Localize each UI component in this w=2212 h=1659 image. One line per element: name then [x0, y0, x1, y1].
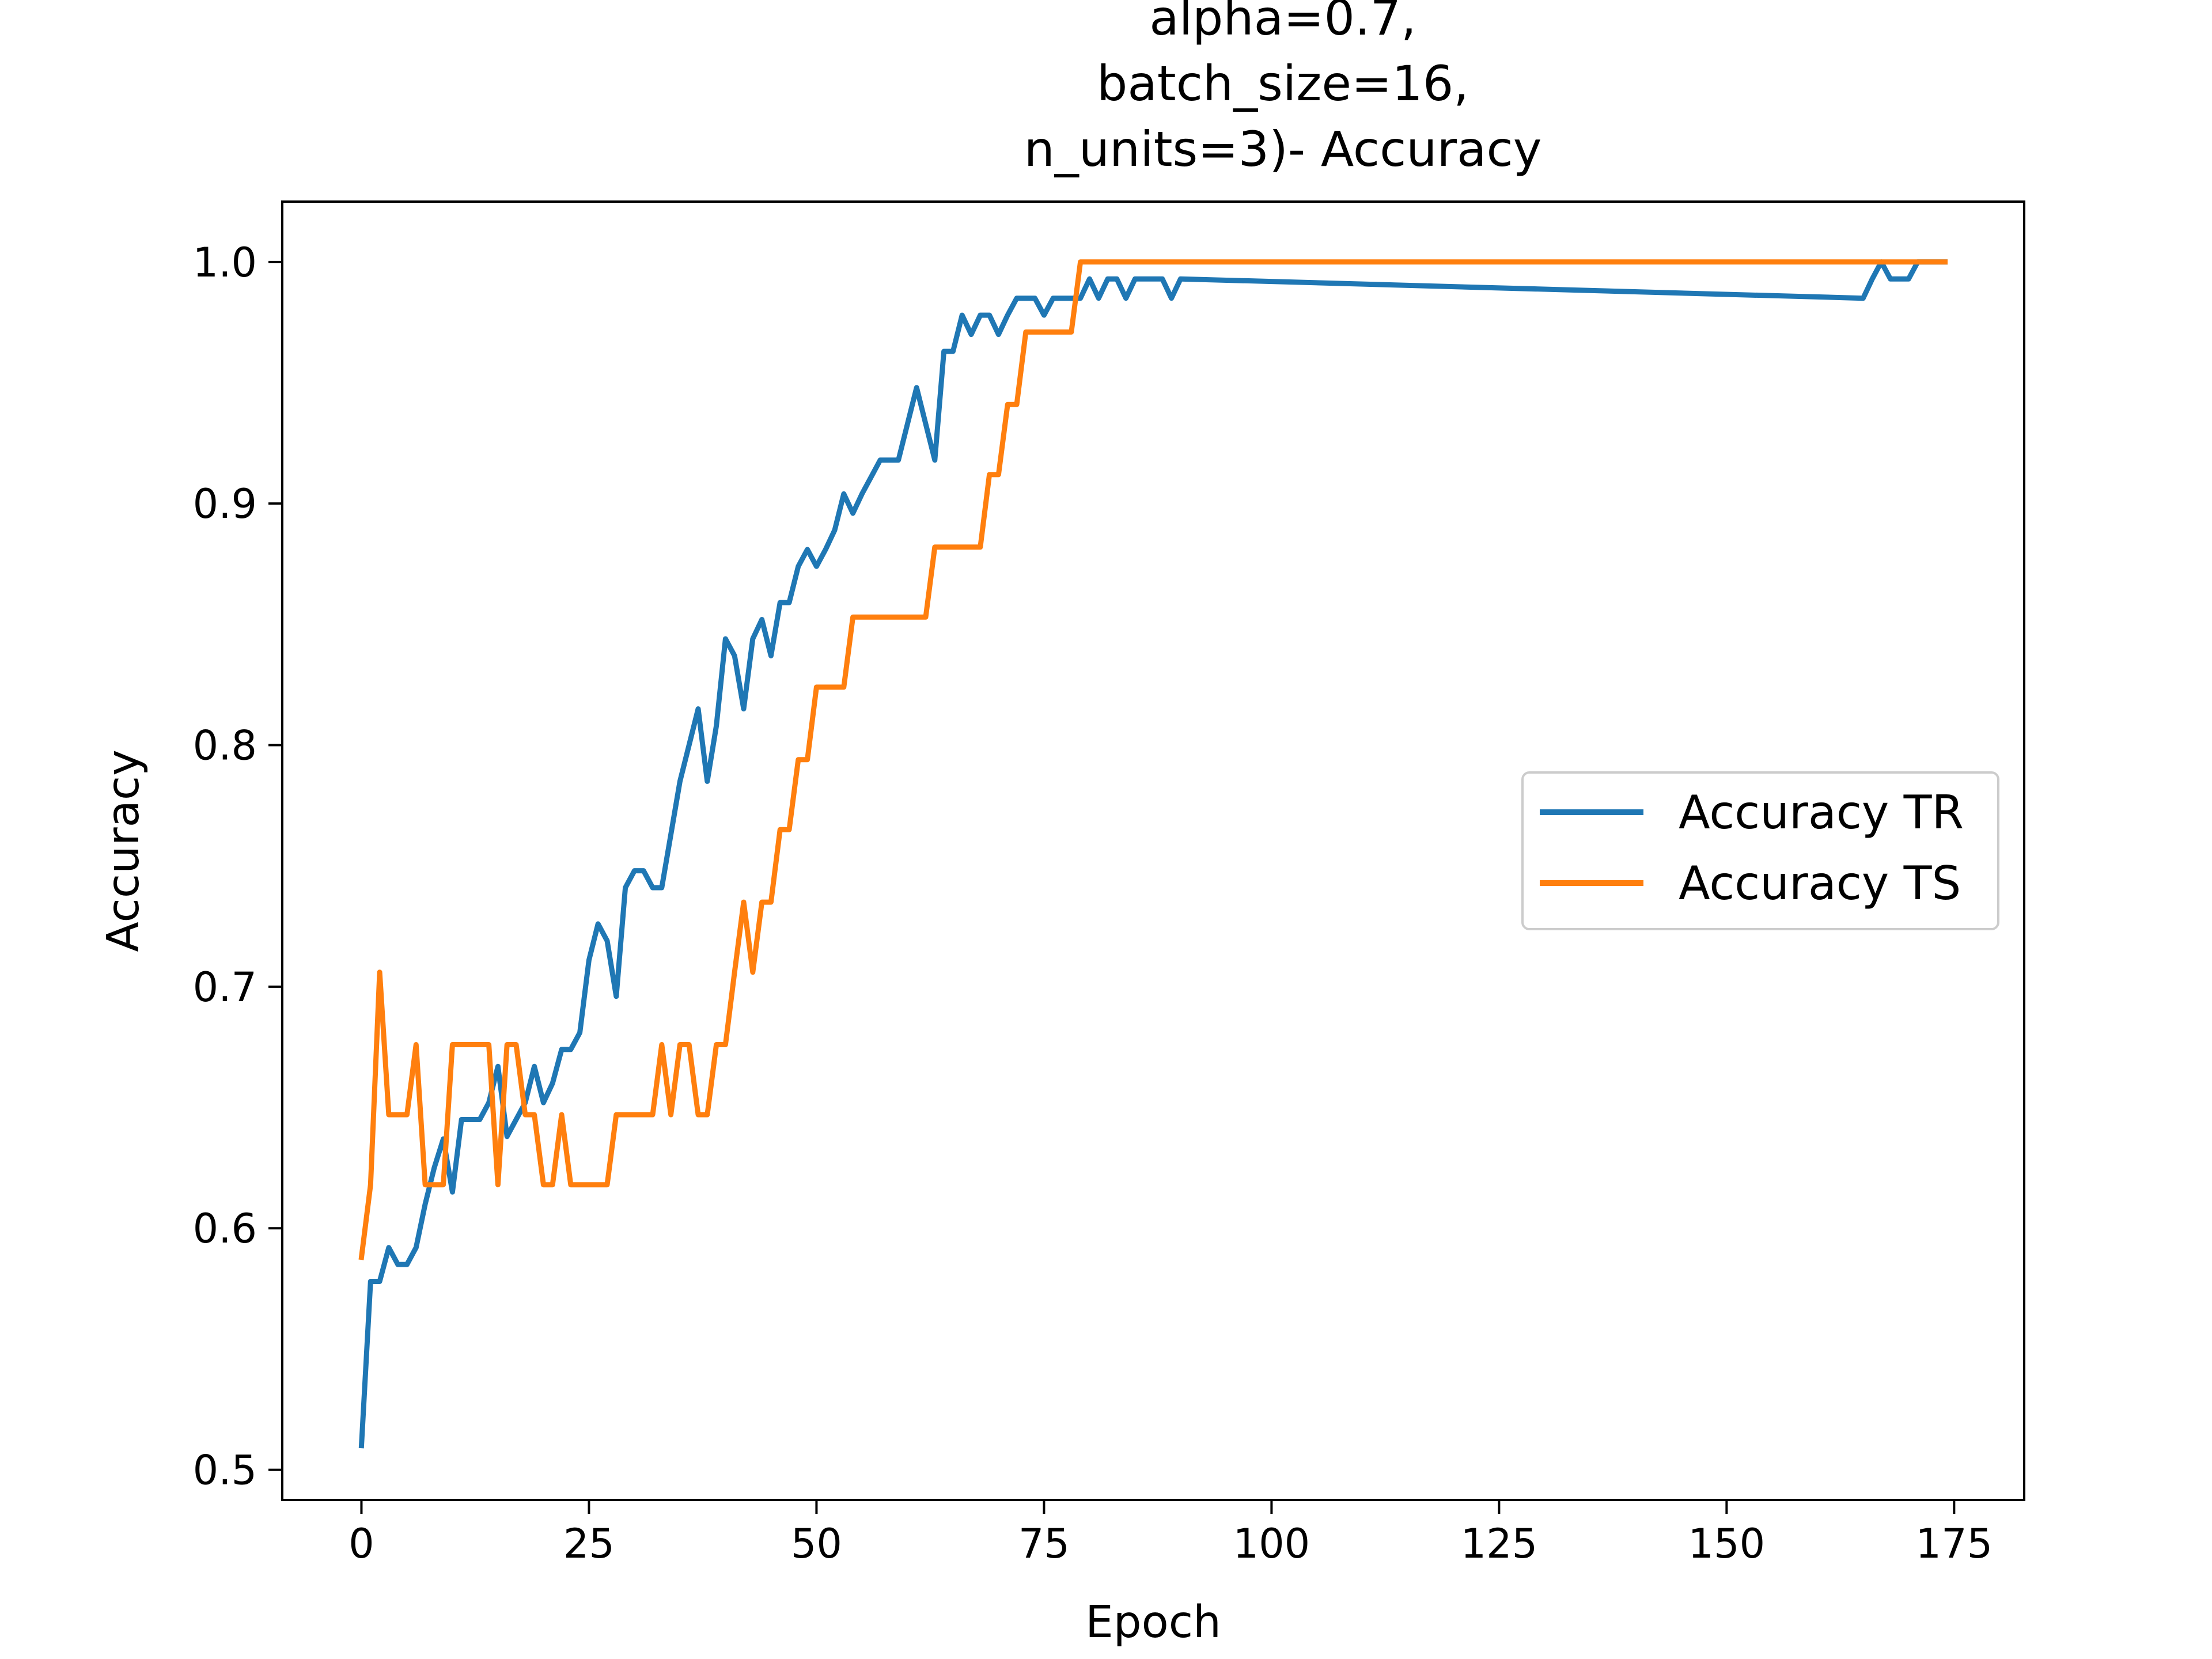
title-line-3: n_units=3)- Accuracy [1024, 121, 1542, 177]
x-tick-label: 100 [1233, 1520, 1310, 1567]
series-line-accuracy-tr [358, 259, 1948, 1449]
x-tick-label: 0 [349, 1520, 374, 1567]
plot-frame [281, 200, 2025, 1501]
x-axis-ticks: 0 25 50 75 100 125 150 175 [349, 1500, 1993, 1567]
legend: Accuracy TR Accuracy TS [1521, 771, 1999, 930]
x-tick-label: 75 [1018, 1520, 1070, 1567]
y-axis-label: Accuracy [98, 749, 149, 952]
x-tick-label: 25 [563, 1520, 615, 1567]
series-line-accuracy-ts [358, 259, 1948, 1260]
x-tick-label: 150 [1688, 1520, 1766, 1567]
series-lines [358, 259, 1948, 1449]
x-tick-label: 125 [1461, 1520, 1538, 1567]
chart-title: alpha=0.7, batch_size=16, n_units=3)- Ac… [1024, 0, 1542, 177]
title-line-1: alpha=0.7, [1149, 0, 1416, 46]
x-tick-label: 175 [1916, 1520, 1993, 1567]
y-tick-label: 0.9 [193, 480, 257, 528]
y-tick-label: 0.5 [193, 1447, 257, 1494]
title-line-2: batch_size=16, [1097, 55, 1469, 112]
y-tick-label: 0.6 [193, 1205, 257, 1252]
x-tick-label: 50 [791, 1520, 842, 1567]
x-axis-label: Epoch [1085, 1597, 1221, 1648]
legend-label-accuracy-ts: Accuracy TS [1679, 857, 1961, 910]
y-tick-label: 0.7 [193, 964, 257, 1011]
y-tick-label: 1.0 [193, 239, 257, 286]
y-tick-label: 0.8 [193, 722, 257, 770]
y-axis-ticks: 0.5 0.6 0.7 0.8 0.9 1.0 [193, 239, 282, 1494]
legend-label-accuracy-tr: Accuracy TR [1679, 786, 1964, 839]
